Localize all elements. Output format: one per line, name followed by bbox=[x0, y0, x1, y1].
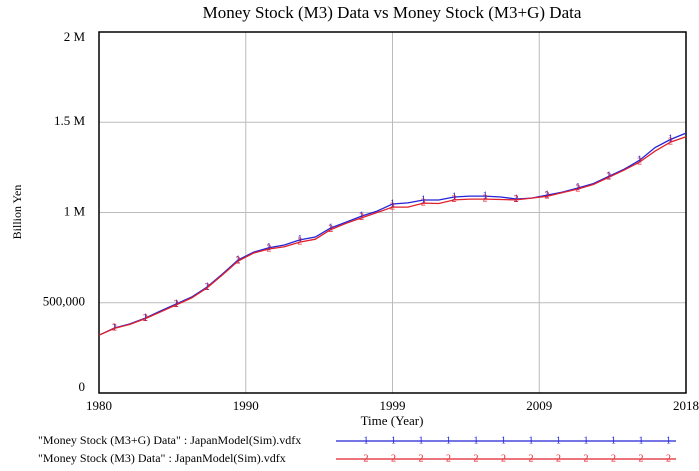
legend-marker: 1 bbox=[556, 435, 561, 446]
legend-marker: 2 bbox=[419, 453, 424, 464]
legend-marker: 2 bbox=[584, 453, 589, 464]
series-marker: 2 bbox=[359, 212, 364, 223]
legend-marker: 2 bbox=[556, 453, 561, 464]
series-marker: 2 bbox=[483, 193, 488, 204]
series-marker: 1 bbox=[266, 242, 271, 253]
y-tick-label: 500,000 bbox=[43, 294, 85, 309]
series-marker: 2 bbox=[514, 194, 519, 205]
series-marker: 1 bbox=[205, 281, 210, 292]
series-marker: 1 bbox=[544, 189, 549, 200]
series-line bbox=[98, 136, 687, 336]
series-marker: 1 bbox=[328, 222, 333, 233]
y-tick-label: 0 bbox=[79, 379, 86, 394]
legend-marker: 1 bbox=[474, 435, 479, 446]
series-marker: 1 bbox=[390, 198, 395, 209]
legend-marker: 1 bbox=[611, 435, 616, 446]
y-axis-label: Billion Yen bbox=[10, 185, 24, 240]
x-axis-label: Time (Year) bbox=[361, 413, 424, 428]
series-marker: 2 bbox=[266, 243, 271, 254]
legend-marker: 2 bbox=[501, 453, 506, 464]
legend-marker: 1 bbox=[529, 435, 534, 446]
series-marker: 2 bbox=[390, 201, 395, 212]
series-marker: 1 bbox=[514, 193, 519, 204]
series-marker: 2 bbox=[668, 136, 673, 147]
series-marker: 1 bbox=[421, 194, 426, 205]
x-tick-label: 1990 bbox=[233, 398, 259, 413]
series-marker: 2 bbox=[421, 197, 426, 208]
series-marker: 2 bbox=[236, 256, 241, 267]
series-marker: 1 bbox=[606, 171, 611, 182]
x-tick-label: 1999 bbox=[380, 398, 406, 413]
legend-label: "Money Stock (M3) Data" : JapanModel(Sim… bbox=[38, 451, 286, 465]
legend-marker: 1 bbox=[666, 435, 671, 446]
series-line bbox=[98, 132, 687, 336]
legend-marker: 2 bbox=[446, 453, 451, 464]
series-marker: 2 bbox=[575, 183, 580, 194]
x-tick-label: 1980 bbox=[86, 398, 112, 413]
series-marker: 1 bbox=[575, 182, 580, 193]
legend-marker: 2 bbox=[639, 453, 644, 464]
series-marker: 2 bbox=[143, 313, 148, 324]
series-marker: 2 bbox=[328, 224, 333, 235]
series-marker: 1 bbox=[174, 298, 179, 309]
legend-marker: 1 bbox=[584, 435, 589, 446]
series-marker: 2 bbox=[205, 282, 210, 293]
series-marker: 1 bbox=[637, 154, 642, 165]
series-marker: 1 bbox=[483, 190, 488, 201]
legend-marker: 1 bbox=[364, 435, 369, 446]
series-marker: 2 bbox=[297, 236, 302, 247]
chart-title: Money Stock (M3) Data vs Money Stock (M3… bbox=[203, 3, 582, 22]
legend-marker: 1 bbox=[501, 435, 506, 446]
y-tick-label: 1.5 M bbox=[54, 113, 86, 128]
legend-label: "Money Stock (M3+G) Data" : JapanModel(S… bbox=[38, 433, 301, 447]
series-marker: 2 bbox=[174, 299, 179, 310]
series-marker: 2 bbox=[112, 323, 117, 334]
legend-marker: 1 bbox=[639, 435, 644, 446]
legend-marker: 2 bbox=[474, 453, 479, 464]
y-tick-label: 2 M bbox=[64, 29, 86, 44]
series-marker: 2 bbox=[606, 172, 611, 183]
series-marker: 2 bbox=[452, 194, 457, 205]
x-tick-label: 2009 bbox=[526, 398, 552, 413]
legend-marker: 2 bbox=[611, 453, 616, 464]
series-marker: 2 bbox=[544, 191, 549, 202]
series-marker: 1 bbox=[668, 134, 673, 145]
series-marker: 1 bbox=[236, 254, 241, 265]
legend-marker: 2 bbox=[529, 453, 534, 464]
x-tick-label: 2018 bbox=[673, 398, 699, 413]
legend-marker: 2 bbox=[666, 453, 671, 464]
legend-marker: 2 bbox=[391, 453, 396, 464]
y-tick-label: 1 M bbox=[64, 203, 86, 218]
series-marker: 1 bbox=[359, 210, 364, 221]
legend-marker: 1 bbox=[419, 435, 424, 446]
series-marker: 2 bbox=[637, 156, 642, 167]
legend-marker: 1 bbox=[446, 435, 451, 446]
legend-marker: 1 bbox=[391, 435, 396, 446]
legend-marker: 2 bbox=[364, 453, 369, 464]
series-marker: 1 bbox=[297, 234, 302, 245]
series-marker: 1 bbox=[452, 191, 457, 202]
plot-border bbox=[98, 31, 687, 394]
